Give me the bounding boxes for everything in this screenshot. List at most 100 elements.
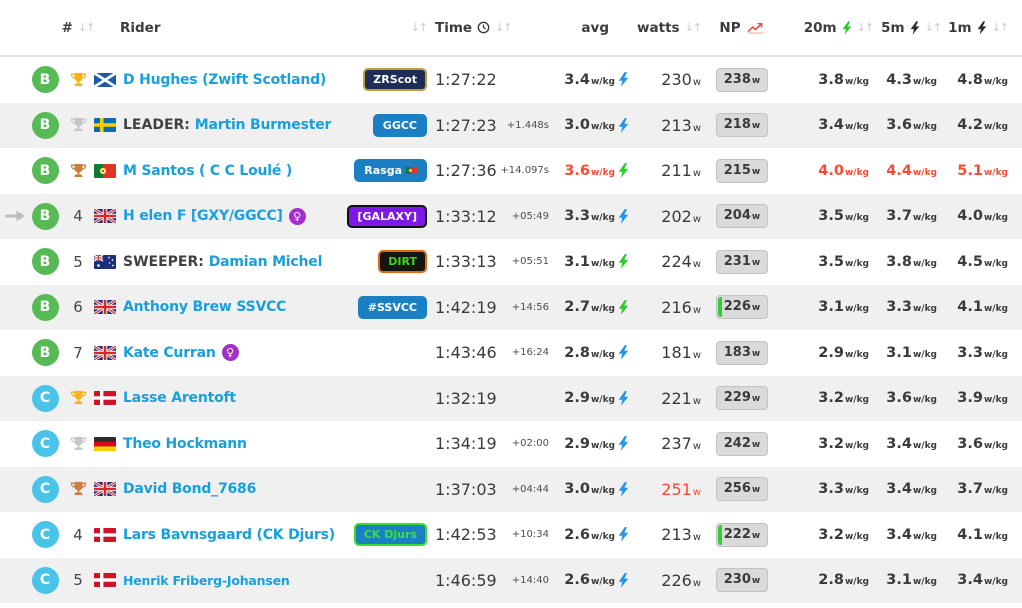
header-np[interactable]: NP: [701, 20, 783, 36]
np-pill: 256 w: [716, 477, 768, 502]
rider-flag-icon: [94, 391, 116, 406]
time-value: 1:37:03: [435, 479, 497, 499]
time-value: 1:46:59: [435, 570, 497, 590]
avg-value: 2.6: [564, 526, 590, 543]
rider-flag-icon: [94, 300, 116, 315]
position-cell: [62, 163, 94, 179]
m1-value: 5.1: [957, 162, 983, 179]
wkg-unit: w/kg: [912, 349, 937, 360]
rider-name-link[interactable]: Martin Burmester: [194, 117, 332, 134]
rider-name-link[interactable]: Damian Michel: [208, 253, 323, 270]
m20-cell: 4.0 w/kg: [783, 163, 877, 179]
team-cell: DIRT: [335, 250, 427, 274]
team-badge[interactable]: ZRScot: [363, 68, 427, 92]
m1-value: 3.3: [957, 344, 983, 361]
header-position[interactable]: # ↓↑: [62, 20, 96, 36]
header-rider-sort[interactable]: ↓↑: [335, 21, 428, 34]
position-cell: 5: [62, 571, 94, 589]
sort-icon[interactable]: ↓↑: [991, 21, 1009, 34]
avg-cell: 3.1 w/kg: [549, 254, 629, 270]
time-value: 1:33:12: [435, 206, 497, 226]
m5-cell: 3.1 w/kg: [877, 572, 941, 588]
np-cell: 222 w: [701, 522, 783, 547]
wkg-unit: w/kg: [983, 122, 1008, 133]
sort-icon[interactable]: ↓↑: [410, 21, 428, 34]
m1-cell: 3.7 w/kg: [941, 481, 1008, 497]
category-badge: C: [31, 475, 59, 503]
team-badge[interactable]: DIRT: [378, 250, 427, 274]
wkg-unit: w/kg: [844, 213, 869, 224]
team-badge[interactable]: GGCC: [372, 113, 427, 137]
time-value: 1:32:19: [435, 388, 497, 408]
rider-cell: Anthony Brew SSVCC ♀: [94, 299, 335, 315]
sort-icon[interactable]: ↓↑: [77, 21, 95, 34]
sort-icon[interactable]: ↓↑: [924, 21, 942, 34]
watts-value: 202: [661, 206, 692, 226]
sort-icon[interactable]: ↓↑: [684, 21, 702, 34]
time-gap: +02:00: [511, 438, 549, 450]
np-chart-icon[interactable]: [746, 21, 765, 34]
m1-cell: 4.1 w/kg: [941, 299, 1008, 315]
bolt-icon: [618, 345, 629, 361]
rider-name-link[interactable]: David Bond_7686: [123, 481, 257, 498]
bolt-icon: [618, 208, 629, 224]
header-rider[interactable]: Rider: [94, 20, 335, 36]
team-badge[interactable]: CK Djurs: [353, 523, 427, 547]
rider-name-link[interactable]: Lars Bavnsgaard (CK Djurs): [123, 526, 335, 543]
m1-cell: 5.1 w/kg: [941, 163, 1008, 179]
female-icon: ♀: [288, 207, 306, 225]
watts-value: 237: [661, 434, 692, 454]
rider-flag-icon: [94, 436, 116, 451]
m1-cell: 4.8 w/kg: [941, 72, 1008, 88]
watts-value: 224: [661, 252, 692, 272]
m1-value: 4.1: [957, 526, 983, 543]
sort-icon[interactable]: ↓↑: [495, 21, 512, 34]
rider-name-link[interactable]: Henrik Friberg-Johansen: [123, 572, 290, 588]
rider-cell: Kate Curran ♀: [94, 344, 335, 362]
category-cell: C: [28, 521, 62, 549]
rider-name-link[interactable]: M Santos ( C C Loulé ): [123, 162, 293, 179]
rider-flag-icon: [94, 72, 116, 87]
header-5m[interactable]: 5m ↓↑: [877, 20, 942, 36]
m5-value: 3.4: [886, 526, 912, 543]
rider-name-link[interactable]: D Hughes (Zwift Scotland): [123, 71, 327, 88]
rider-name-link[interactable]: Kate Curran: [123, 344, 216, 361]
m20-value: 4.0: [818, 162, 844, 179]
rider-cell: Theo Hockmann ♀: [94, 436, 335, 452]
bolt-icon: [977, 20, 987, 35]
m20-cell: 3.1 w/kg: [783, 299, 877, 315]
header-watts[interactable]: watts ↓↑: [629, 20, 702, 36]
time-value: 1:43:46: [435, 343, 497, 363]
team-badge[interactable]: #SSVCC: [357, 295, 427, 319]
team-badge[interactable]: Rasga: [354, 159, 427, 183]
rider-name-link[interactable]: Lasse Arentoft: [123, 390, 236, 407]
header-time[interactable]: Time ↓↑: [427, 20, 549, 36]
np-value: 204: [723, 208, 751, 224]
rider-name-link[interactable]: H elen F [GXY/GGCC]: [123, 208, 283, 225]
table-row: B M Santos ( C C Loulé ) ♀ Rasga 1:27:36…: [0, 148, 1022, 194]
team-badge[interactable]: [GALAXY]: [347, 204, 427, 228]
position-cell: [62, 390, 94, 406]
watts-unit: w: [692, 395, 701, 407]
m5-cell: 3.1 w/kg: [877, 345, 941, 361]
m1-cell: 3.9 w/kg: [941, 390, 1008, 406]
m20-cell: 3.8 w/kg: [783, 72, 877, 88]
avg-value: 3.0: [564, 481, 590, 498]
np-cell: 242 w: [701, 431, 783, 456]
wkg-unit: w/kg: [590, 258, 615, 269]
wkg-unit: w/kg: [912, 213, 937, 224]
time-gap: +14:56: [511, 301, 549, 313]
team-badge-label: GGCC: [382, 118, 417, 132]
rider-name-link[interactable]: Theo Hockmann: [123, 435, 247, 452]
watts-unit: w: [692, 441, 701, 453]
wkg-unit: w/kg: [983, 76, 1008, 87]
team-cell: [GALAXY]: [335, 204, 427, 228]
rider-name-link[interactable]: Anthony Brew SSVCC: [123, 299, 287, 316]
watts-value: 213: [661, 115, 692, 135]
time-gap: +14.097s: [500, 165, 549, 177]
sort-icon[interactable]: ↓↑: [856, 21, 874, 34]
header-20m[interactable]: 20m ↓↑: [783, 20, 877, 36]
watts-unit: w: [692, 577, 701, 589]
header-1m[interactable]: 1m ↓↑: [941, 20, 1009, 36]
